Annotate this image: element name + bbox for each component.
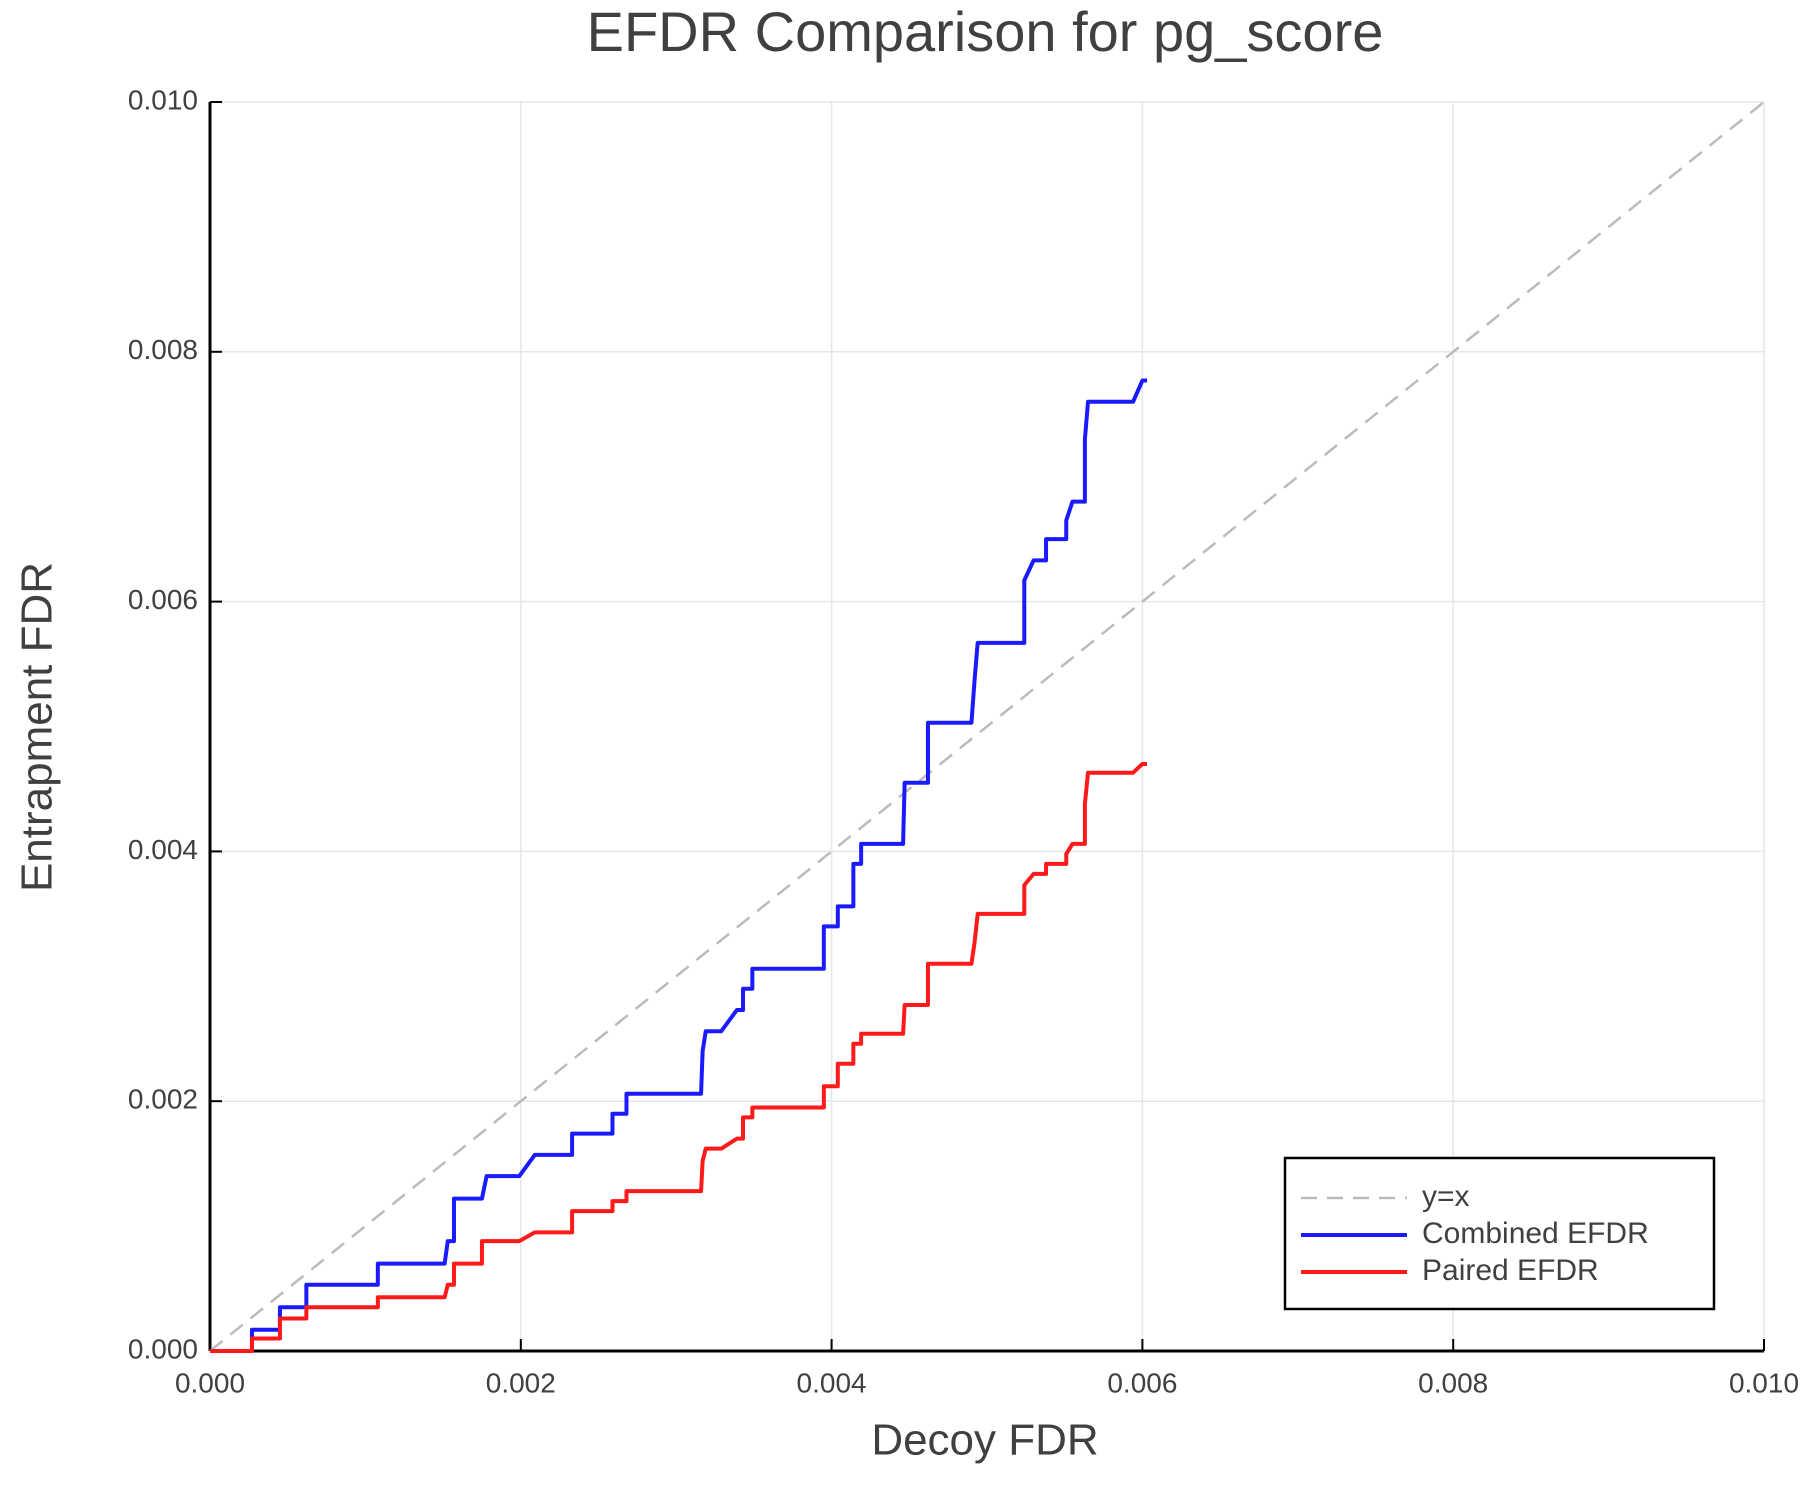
y-axis-label: Entrapment FDR [13,562,62,892]
legend-label: y=x [1422,1180,1470,1213]
x-tick-label: 0.006 [1107,1367,1177,1398]
legend-label: Combined EFDR [1422,1217,1649,1250]
y-tick-label: 0.000 [128,1333,198,1364]
y-tick-label: 0.010 [128,84,198,115]
chart-title: EFDR Comparison for pg_score [587,0,1384,63]
y-tick-label: 0.004 [128,834,198,865]
y-tick-label: 0.008 [128,334,198,365]
x-tick-label: 0.004 [797,1367,867,1398]
y-tick-label: 0.002 [128,1084,198,1115]
legend-label: Paired EFDR [1422,1254,1599,1287]
x-tick-label: 0.008 [1418,1367,1488,1398]
x-tick-label: 0.002 [486,1367,556,1398]
line-series [210,378,1148,1353]
line-series [210,761,1148,1353]
x-tick-label: 0.000 [175,1367,245,1398]
x-tick-label: 0.010 [1729,1367,1799,1398]
x-axis-label: Decoy FDR [871,1416,1098,1465]
line-series [209,101,1765,1352]
y-tick-label: 0.006 [128,584,198,615]
legend-box [1283,1156,1716,1311]
